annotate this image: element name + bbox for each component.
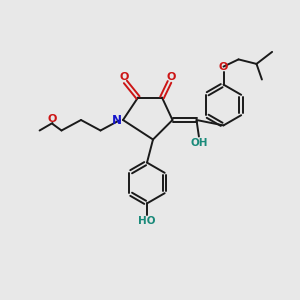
- Text: HO: HO: [138, 216, 156, 226]
- Text: OH: OH: [191, 137, 208, 148]
- Text: O: O: [48, 113, 57, 124]
- Text: N: N: [112, 113, 122, 127]
- Text: O: O: [119, 71, 129, 82]
- Text: O: O: [219, 61, 228, 72]
- Text: O: O: [166, 71, 176, 82]
